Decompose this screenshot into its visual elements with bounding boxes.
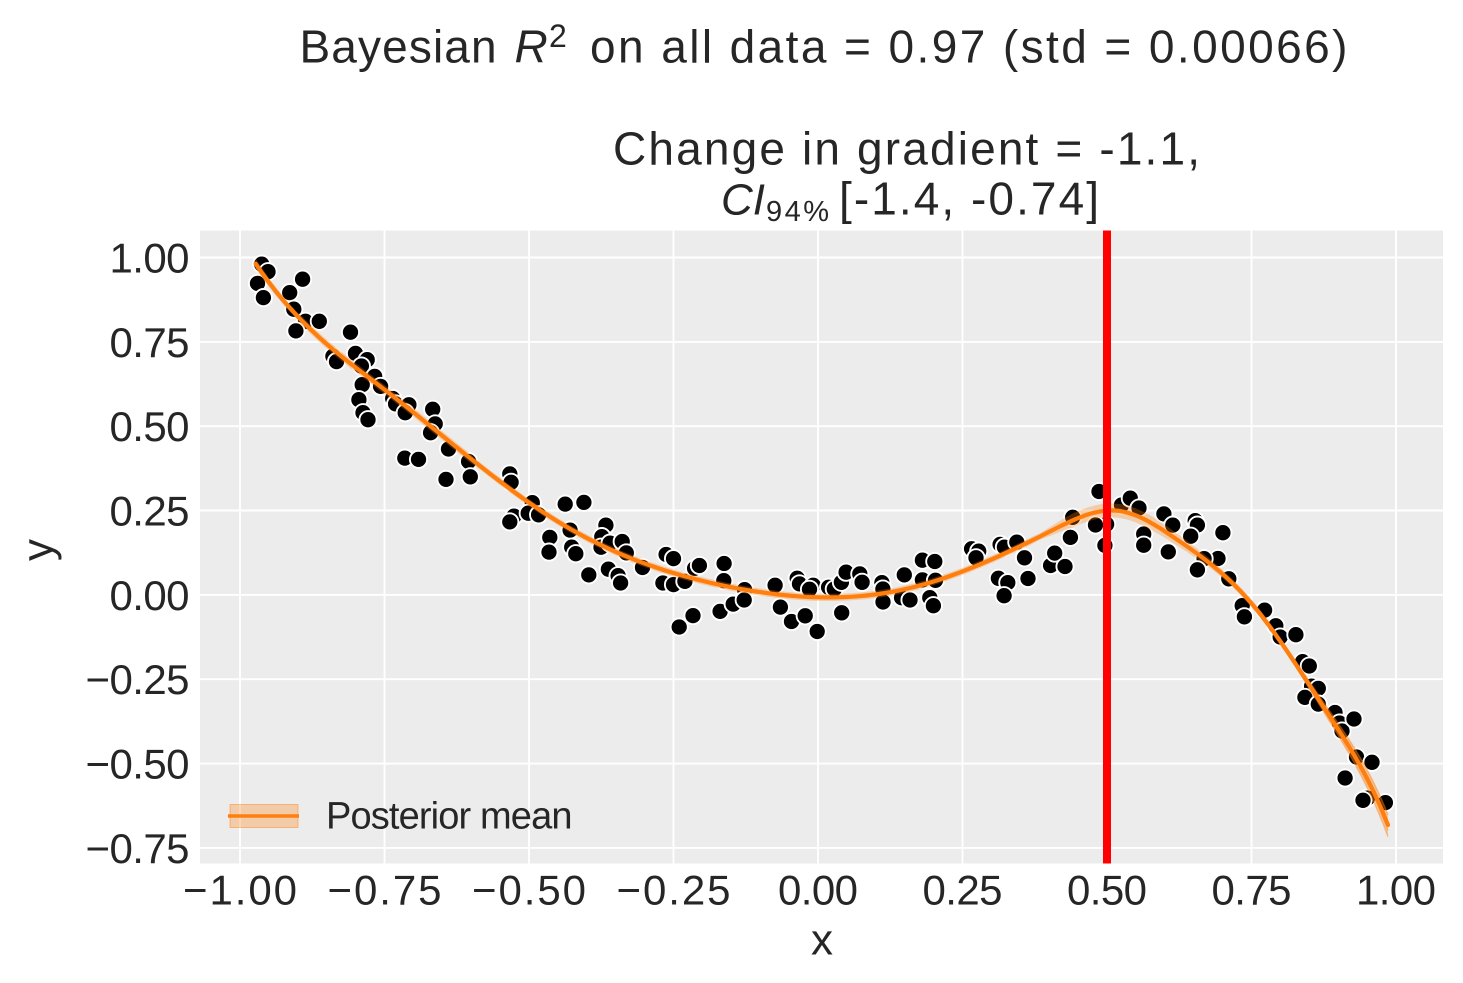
svg-text:0.50: 0.50	[1067, 867, 1147, 914]
svg-text:−0.50: −0.50	[472, 867, 586, 914]
svg-text:1.00: 1.00	[110, 235, 190, 282]
svg-text:−1.00: −1.00	[183, 867, 297, 914]
svg-text:0.25: 0.25	[110, 488, 190, 535]
svg-text:94%: 94%	[766, 196, 829, 228]
svg-text:on all data = 0.97 (std = 0.00: on all data = 0.97 (std = 0.00066)	[590, 20, 1347, 72]
svg-text:Bayesian: Bayesian	[300, 20, 511, 72]
svg-text:0.75: 0.75	[1212, 867, 1292, 914]
svg-text:Posterior mean: Posterior mean	[326, 796, 573, 838]
svg-text:−0.75: −0.75	[328, 867, 442, 914]
svg-text:R: R	[515, 20, 548, 72]
svg-text:−0.50: −0.50	[86, 741, 190, 788]
svg-text:−0.75: −0.75	[86, 825, 190, 872]
svg-text:0.75: 0.75	[110, 319, 190, 366]
svg-text:2: 2	[549, 18, 567, 54]
svg-text:Change in gradient = -1.1,: Change in gradient = -1.1,	[613, 122, 1200, 174]
svg-text:0.25: 0.25	[923, 867, 1003, 914]
svg-text:[-1.4, -0.74]: [-1.4, -0.74]	[839, 173, 1099, 225]
svg-text:x: x	[811, 916, 833, 965]
svg-text:0.00: 0.00	[110, 572, 190, 619]
svg-text:0.50: 0.50	[110, 403, 190, 450]
svg-text:−0.25: −0.25	[617, 867, 731, 914]
svg-text:−0.25: −0.25	[86, 656, 190, 703]
svg-text:y: y	[14, 539, 63, 561]
svg-text:CI: CI	[721, 176, 765, 225]
svg-text:0.00: 0.00	[778, 867, 858, 914]
svg-text:1.00: 1.00	[1356, 867, 1436, 914]
